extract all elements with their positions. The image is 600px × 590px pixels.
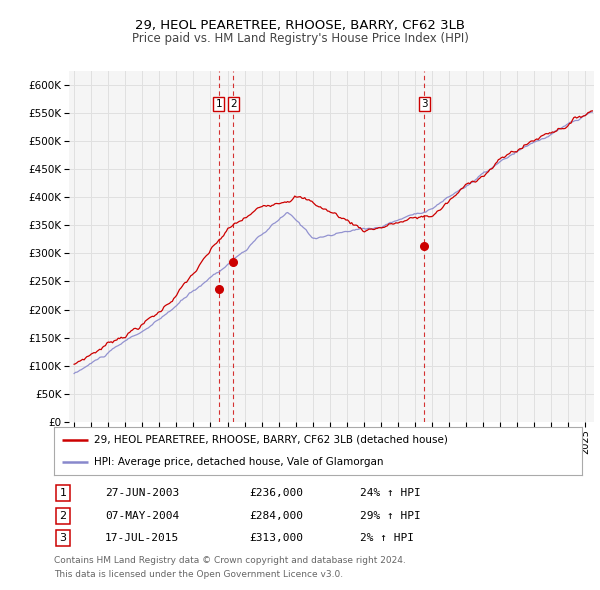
Text: 1: 1: [59, 489, 67, 498]
Text: Price paid vs. HM Land Registry's House Price Index (HPI): Price paid vs. HM Land Registry's House …: [131, 32, 469, 45]
Text: 2: 2: [59, 511, 67, 520]
Text: £313,000: £313,000: [249, 533, 303, 543]
Text: 07-MAY-2004: 07-MAY-2004: [105, 511, 179, 520]
Text: £284,000: £284,000: [249, 511, 303, 520]
Text: HPI: Average price, detached house, Vale of Glamorgan: HPI: Average price, detached house, Vale…: [94, 457, 383, 467]
Text: 29, HEOL PEARETREE, RHOOSE, BARRY, CF62 3LB (detached house): 29, HEOL PEARETREE, RHOOSE, BARRY, CF62 …: [94, 435, 448, 445]
Text: 2% ↑ HPI: 2% ↑ HPI: [360, 533, 414, 543]
Text: 27-JUN-2003: 27-JUN-2003: [105, 489, 179, 498]
Text: This data is licensed under the Open Government Licence v3.0.: This data is licensed under the Open Gov…: [54, 571, 343, 579]
Text: 29% ↑ HPI: 29% ↑ HPI: [360, 511, 421, 520]
Text: 1: 1: [215, 99, 222, 109]
Text: 3: 3: [421, 99, 428, 109]
Text: Contains HM Land Registry data © Crown copyright and database right 2024.: Contains HM Land Registry data © Crown c…: [54, 556, 406, 565]
Text: 29, HEOL PEARETREE, RHOOSE, BARRY, CF62 3LB: 29, HEOL PEARETREE, RHOOSE, BARRY, CF62 …: [135, 19, 465, 32]
Text: 24% ↑ HPI: 24% ↑ HPI: [360, 489, 421, 498]
Text: £236,000: £236,000: [249, 489, 303, 498]
Text: 2: 2: [230, 99, 237, 109]
Text: 3: 3: [59, 533, 67, 543]
Text: 17-JUL-2015: 17-JUL-2015: [105, 533, 179, 543]
